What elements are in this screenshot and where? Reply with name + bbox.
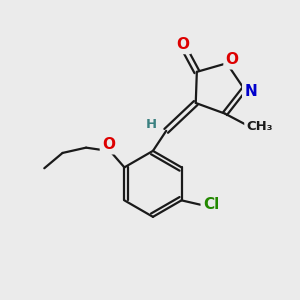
Text: O: O: [226, 52, 238, 67]
Text: O: O: [102, 137, 115, 152]
Text: Cl: Cl: [203, 197, 219, 212]
Text: CH₃: CH₃: [246, 120, 273, 133]
Text: N: N: [244, 84, 257, 99]
Text: O: O: [176, 37, 190, 52]
Text: H: H: [145, 118, 156, 131]
